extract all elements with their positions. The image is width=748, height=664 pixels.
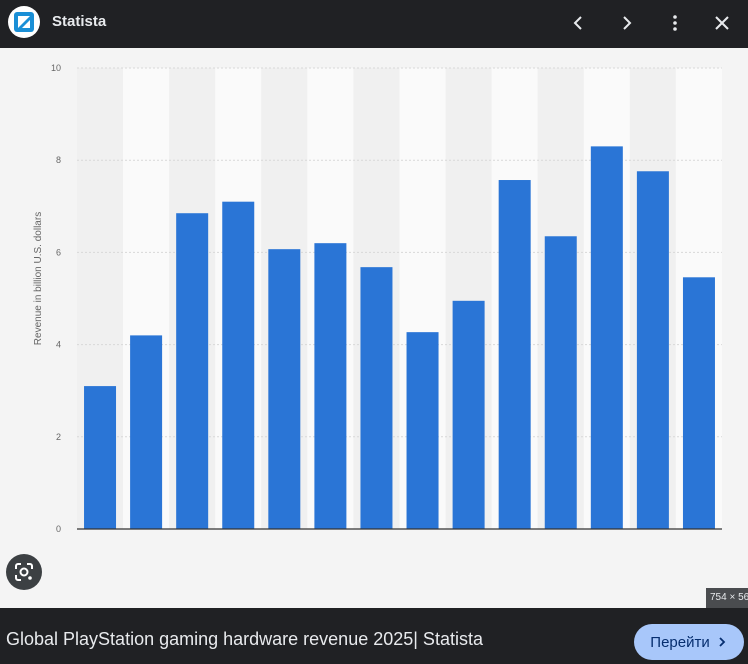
- bar-7: [360, 267, 393, 529]
- bar-9: [452, 300, 485, 529]
- bar-2: [130, 335, 163, 529]
- y-tick-label: 8: [56, 155, 61, 165]
- viewer-top-bar: Statista: [0, 0, 748, 48]
- bar-4: [222, 201, 255, 529]
- close-icon[interactable]: [706, 8, 738, 38]
- bar-5: [268, 249, 301, 529]
- y-tick-label: 0: [56, 524, 61, 534]
- bar-13: [636, 171, 669, 529]
- lens-search-icon[interactable]: [6, 554, 42, 590]
- visit-button-label: Перейти: [650, 633, 710, 651]
- viewer-footer: Global PlayStation gaming hardware reven…: [0, 608, 748, 664]
- bar-3: [176, 213, 209, 529]
- visit-button[interactable]: Перейти: [634, 624, 744, 660]
- bar-8: [406, 332, 439, 529]
- bar-chart: 0 2 4 6 8 10 Revenue in billion U.S. dollars: [33, 63, 722, 534]
- bar-10: [498, 180, 531, 529]
- chevron-right-icon[interactable]: [611, 8, 643, 38]
- bar-14: [682, 277, 715, 529]
- y-axis-label: Revenue in billion U.S. dollars: [33, 212, 44, 345]
- bar-12: [590, 146, 623, 529]
- image-preview[interactable]: 0 2 4 6 8 10 Revenue in billion U.S. dollars: [0, 48, 748, 608]
- y-tick-label: 2: [56, 432, 61, 442]
- y-tick-label: 6: [56, 247, 61, 257]
- more-vert-icon[interactable]: [659, 8, 691, 38]
- y-tick-label: 10: [51, 63, 61, 73]
- site-name[interactable]: Statista: [52, 13, 107, 30]
- image-dimensions-label: 754 × 56: [706, 588, 748, 608]
- page-title[interactable]: Global PlayStation gaming hardware reven…: [6, 629, 483, 649]
- chevron-left-icon[interactable]: [562, 8, 594, 38]
- bar-11: [544, 236, 577, 529]
- y-tick-label: 4: [56, 340, 61, 350]
- chevron-right-icon: [719, 637, 725, 647]
- bar-6: [314, 243, 347, 529]
- bar-1: [84, 386, 117, 529]
- statista-logo-icon[interactable]: [8, 6, 40, 38]
